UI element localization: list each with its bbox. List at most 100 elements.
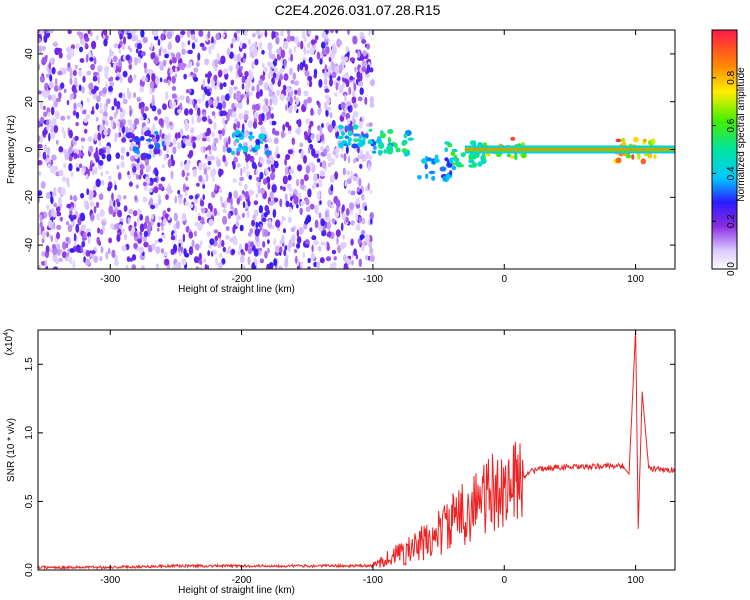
noise-blob <box>247 200 251 207</box>
noise-blob <box>242 57 246 63</box>
noise-blob <box>217 69 223 78</box>
colorbar-label: Normalized spectral amplitude <box>736 67 747 202</box>
noise-blob <box>152 123 156 131</box>
noise-blob <box>49 74 53 82</box>
feature-blob <box>259 140 264 145</box>
noise-blob <box>267 239 270 245</box>
noise-blob <box>111 249 116 258</box>
noise-blob <box>56 224 62 230</box>
x-tick-label: 0 <box>501 274 507 285</box>
noise-blob <box>318 224 324 232</box>
noise-blob <box>184 201 189 207</box>
feature-blob <box>452 162 457 166</box>
noise-blob <box>319 257 325 264</box>
noise-blob <box>165 138 171 147</box>
noise-blob <box>152 94 155 102</box>
noise-blob <box>275 219 281 228</box>
noise-blob <box>134 118 140 125</box>
noise-blob <box>53 202 58 208</box>
noise-blob <box>346 178 352 185</box>
noise-blob <box>86 97 90 103</box>
noise-blob <box>268 201 274 206</box>
noise-blob <box>369 254 375 263</box>
noise-blob <box>235 95 241 102</box>
noise-blob <box>314 219 319 229</box>
noise-blob <box>367 154 373 160</box>
noise-blob <box>44 145 48 153</box>
noise-blob <box>303 155 307 164</box>
noise-blob <box>93 205 97 214</box>
noise-blob <box>297 87 302 97</box>
noise-blob <box>119 224 122 230</box>
feature-blob <box>346 142 352 146</box>
noise-blob <box>264 211 268 218</box>
feature-blob <box>633 136 639 143</box>
noise-blob <box>230 79 235 86</box>
noise-blob <box>319 200 322 205</box>
noise-blob <box>149 81 154 89</box>
colorbar-tick-label: 0.8 <box>726 70 737 84</box>
noise-blob <box>318 79 323 88</box>
noise-blob <box>97 65 103 73</box>
noise-blob <box>38 120 41 128</box>
x-tick-label: 100 <box>627 274 644 285</box>
noise-blob <box>355 49 359 54</box>
noise-blob <box>273 58 278 63</box>
noise-blob <box>283 73 289 81</box>
noise-blob <box>206 155 211 162</box>
noise-blob <box>191 99 195 106</box>
noise-blob <box>358 258 362 268</box>
noise-blob <box>133 231 138 237</box>
feature-blob <box>359 135 363 139</box>
x-tick-label: 0 <box>501 575 507 586</box>
noise-blob <box>133 74 137 80</box>
noise-blob <box>307 188 312 198</box>
noise-blob <box>186 159 192 165</box>
noise-blob <box>297 118 302 128</box>
feature-blob <box>401 141 406 146</box>
noise-blob <box>195 194 198 200</box>
feature-blob <box>341 140 348 144</box>
noise-blob <box>308 30 312 35</box>
noise-blob <box>198 252 202 261</box>
noise-blob <box>175 52 181 60</box>
y-tick-label: 20 <box>24 96 35 108</box>
feature-blob <box>264 143 269 149</box>
noise-blob <box>334 171 339 180</box>
noise-blob <box>221 128 225 137</box>
noise-blob <box>280 185 283 190</box>
noise-blob <box>287 174 292 181</box>
noise-blob <box>149 149 153 155</box>
noise-blob <box>205 173 209 182</box>
noise-blob <box>191 34 196 41</box>
noise-blob <box>254 151 259 156</box>
noise-blob <box>314 173 317 181</box>
noise-blob <box>343 153 347 162</box>
noise-blob <box>199 240 203 246</box>
snr-scale-exponent: 4 <box>3 332 10 336</box>
noise-blob <box>324 77 328 86</box>
noise-blob <box>361 193 365 201</box>
noise-blob <box>278 265 283 269</box>
feature-blob <box>375 138 382 143</box>
noise-blob <box>202 137 207 142</box>
noise-blob <box>150 42 154 51</box>
noise-blob <box>46 204 50 210</box>
feature-blob <box>403 133 408 139</box>
noise-blob <box>203 167 208 175</box>
noise-blob <box>39 102 44 110</box>
noise-blob <box>205 100 209 109</box>
noise-blob <box>137 42 142 50</box>
noise-blob <box>213 137 219 144</box>
noise-blob <box>264 168 269 175</box>
noise-blob <box>127 217 131 224</box>
noise-blob <box>145 77 148 83</box>
noise-blob <box>354 66 357 73</box>
noise-blob <box>184 108 189 116</box>
feature-blob <box>372 140 377 146</box>
noise-blob <box>229 205 234 210</box>
noise-blob <box>48 81 55 89</box>
noise-blob <box>232 240 238 246</box>
noise-blob <box>287 30 291 36</box>
noise-blob <box>324 34 329 40</box>
